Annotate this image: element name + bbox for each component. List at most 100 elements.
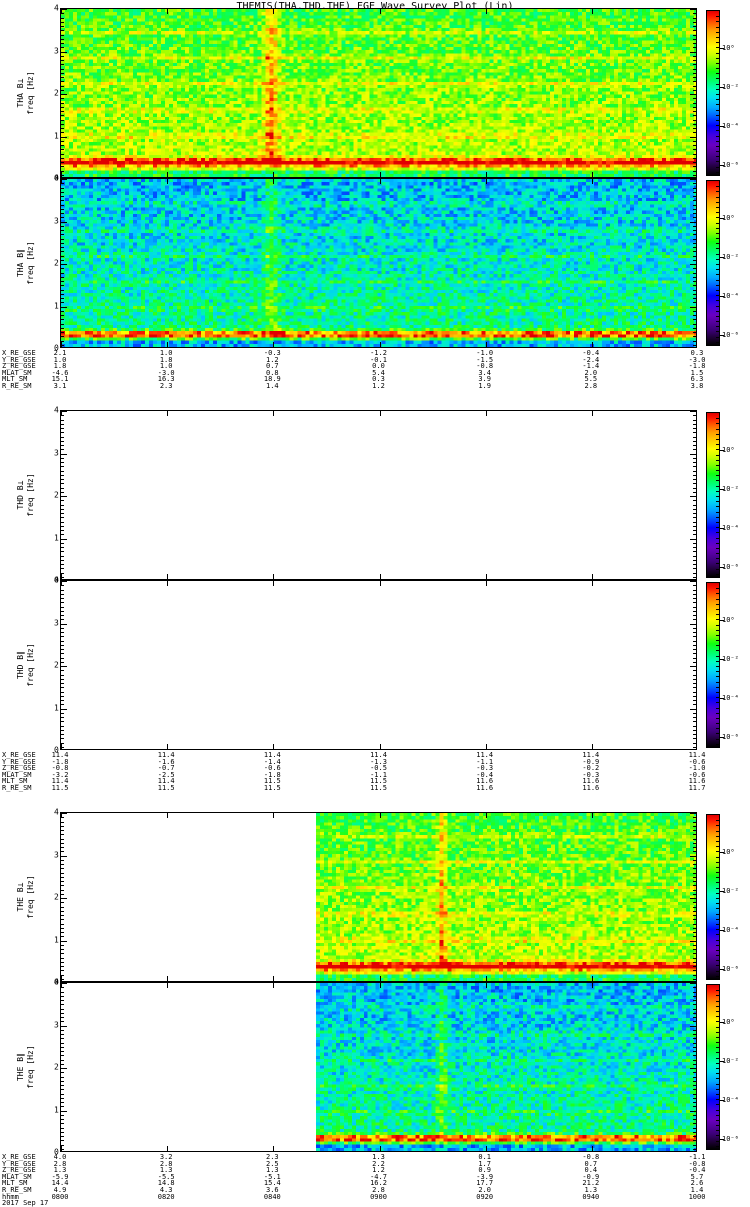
ephemeris-value: -0.6 bbox=[688, 770, 706, 779]
x-tick-mark bbox=[167, 744, 168, 749]
y-tick-label: 4 bbox=[54, 405, 59, 415]
y-tick-minor bbox=[61, 949, 64, 950]
ephemeris-row-label: Y_RE_GSE bbox=[2, 1159, 36, 1168]
colorbar-tick-minor bbox=[716, 295, 719, 297]
y-tick-minor-right bbox=[693, 923, 696, 925]
ephemeris-value: 4.9 bbox=[53, 1186, 67, 1194]
y-tick-minor-right bbox=[693, 1089, 696, 1091]
ephemeris-value: 2.1 bbox=[53, 349, 67, 357]
y-tick-minor bbox=[61, 508, 64, 510]
y-tick-minor bbox=[61, 157, 64, 159]
y-tick-minor bbox=[61, 1012, 64, 1014]
colorbar-tick-minor bbox=[716, 140, 719, 142]
y-tick-minor bbox=[61, 585, 64, 587]
y-tick-minor bbox=[61, 915, 64, 916]
colorbar-tick-minor bbox=[716, 970, 719, 972]
ephemeris-row-label: Y_RE_GSE bbox=[2, 757, 36, 766]
y-tick-minor-right bbox=[693, 247, 696, 248]
ephemeris-value: -5.5 bbox=[157, 1172, 175, 1181]
ephemeris-value: 3.6 bbox=[266, 1186, 279, 1194]
x-tick-mark bbox=[380, 976, 381, 981]
colorbar-tick-minor bbox=[716, 892, 719, 894]
y-tick-minor-right bbox=[693, 21, 696, 23]
y-tick-minor bbox=[61, 678, 64, 680]
x-tick-time-label: 0840 bbox=[263, 1192, 281, 1201]
ephemeris-value: -2.4 bbox=[582, 355, 600, 364]
ephemeris-value: -1.1 bbox=[370, 770, 387, 779]
ephemeris-value: 16.2 bbox=[370, 1179, 387, 1188]
y-tick-minor-right bbox=[693, 987, 696, 989]
ephemeris-value: 16.3 bbox=[157, 375, 175, 384]
colorbar-tick-minor bbox=[716, 186, 719, 188]
colorbar-tick-minor bbox=[716, 686, 719, 688]
x-tick-mark-top bbox=[380, 9, 381, 14]
y-tick-minor bbox=[61, 106, 64, 108]
y-tick-minor-right bbox=[693, 551, 696, 553]
y-tick-label: 0 bbox=[54, 977, 59, 987]
y-tick-minor bbox=[61, 876, 64, 878]
colorbar-tick-label: 10⁻⁶ bbox=[722, 562, 739, 571]
y-tick-mark-right bbox=[690, 221, 696, 223]
colorbar-tick-minor bbox=[716, 26, 719, 28]
ephemeris-value: -5.9 bbox=[51, 1172, 69, 1181]
y-tick-minor bbox=[61, 991, 64, 993]
colorbar-tick-minor bbox=[716, 161, 719, 163]
y-tick-minor bbox=[61, 551, 64, 553]
y-tick-minor bbox=[61, 415, 64, 417]
y-tick-minor bbox=[61, 21, 64, 23]
y-tick-minor bbox=[61, 1093, 64, 1095]
y-tick-minor bbox=[61, 1076, 64, 1078]
colorbar-tick-minor bbox=[716, 449, 719, 451]
x-tick-mark bbox=[167, 574, 168, 579]
y-tick-minor bbox=[61, 978, 64, 980]
colorbar-tick-minor bbox=[716, 341, 719, 343]
ephemeris-value: 2.8 bbox=[372, 1186, 385, 1194]
y-tick-minor bbox=[61, 47, 64, 49]
y-tick-minor-right bbox=[693, 542, 696, 544]
ephemeris-value: 1.8 bbox=[53, 362, 67, 371]
y-tick-minor bbox=[61, 593, 64, 595]
y-tick-minor-right bbox=[693, 991, 696, 993]
colorbar-tick-label: 10⁻⁴ bbox=[722, 925, 739, 934]
ephemeris-value: 11.6 bbox=[582, 784, 600, 792]
y-tick-minor bbox=[61, 864, 64, 865]
y-tick-minor bbox=[61, 1017, 64, 1018]
colorbar-tick-minor bbox=[716, 558, 719, 560]
ephemeris-value: -1.8 bbox=[688, 362, 706, 371]
colorbar-tick-mark bbox=[719, 619, 724, 621]
y-tick-minor-right bbox=[693, 315, 696, 316]
y-tick-minor bbox=[61, 102, 64, 104]
y-tick-minor bbox=[61, 440, 64, 442]
ephemeris-value: 11.7 bbox=[688, 784, 706, 792]
colorbar-tick-minor bbox=[716, 109, 719, 111]
y-tick-minor-right bbox=[693, 327, 696, 329]
y-tick-minor-right bbox=[693, 115, 696, 117]
x-tick-mark bbox=[273, 1146, 274, 1151]
y-tick-minor bbox=[61, 445, 64, 446]
y-tick-label: 1 bbox=[54, 1105, 59, 1114]
y-tick-minor-right bbox=[693, 466, 696, 468]
y-tick-minor-right bbox=[693, 640, 696, 642]
y-tick-mark bbox=[61, 623, 67, 625]
y-tick-minor-right bbox=[693, 238, 696, 240]
axis-unit-tha-perp: freq [Hz] bbox=[26, 71, 35, 115]
y-tick-minor bbox=[61, 251, 64, 253]
colorbar-tick-minor bbox=[716, 310, 719, 312]
colorbar-tick-minor bbox=[716, 201, 719, 203]
y-tick-minor bbox=[61, 842, 64, 844]
ephemeris-value: -1.0 bbox=[476, 349, 494, 357]
x-tick-mark-top bbox=[592, 983, 593, 988]
y-tick-minor-right bbox=[693, 106, 696, 108]
ephemeris-value: -3.9 bbox=[476, 1172, 494, 1181]
y-tick-label: 2 bbox=[54, 660, 59, 670]
colorbar-tick-minor bbox=[716, 1016, 719, 1018]
y-tick-minor bbox=[61, 576, 64, 578]
ephemeris-value: -0.9 bbox=[582, 757, 600, 766]
y-tick-minor-right bbox=[693, 428, 696, 429]
y-tick-label: 3 bbox=[54, 448, 59, 457]
ephemeris-row-label: R_RE_SM bbox=[2, 784, 32, 792]
y-tick-minor-right bbox=[693, 847, 696, 848]
colorbar-tick-label: 10⁻² bbox=[722, 252, 739, 261]
y-tick-minor bbox=[61, 1148, 64, 1150]
y-tick-minor bbox=[61, 187, 64, 189]
